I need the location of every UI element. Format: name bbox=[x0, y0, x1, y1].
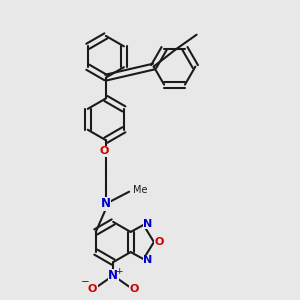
Text: −: − bbox=[81, 277, 90, 287]
Text: +: + bbox=[115, 267, 122, 276]
Text: N: N bbox=[108, 269, 118, 282]
Text: N: N bbox=[101, 197, 111, 211]
Text: O: O bbox=[100, 146, 109, 156]
Text: O: O bbox=[154, 237, 164, 247]
Text: Me: Me bbox=[133, 185, 147, 196]
Text: N: N bbox=[143, 255, 152, 265]
Text: O: O bbox=[129, 284, 139, 294]
Text: O: O bbox=[88, 284, 97, 294]
Text: N: N bbox=[143, 219, 152, 229]
